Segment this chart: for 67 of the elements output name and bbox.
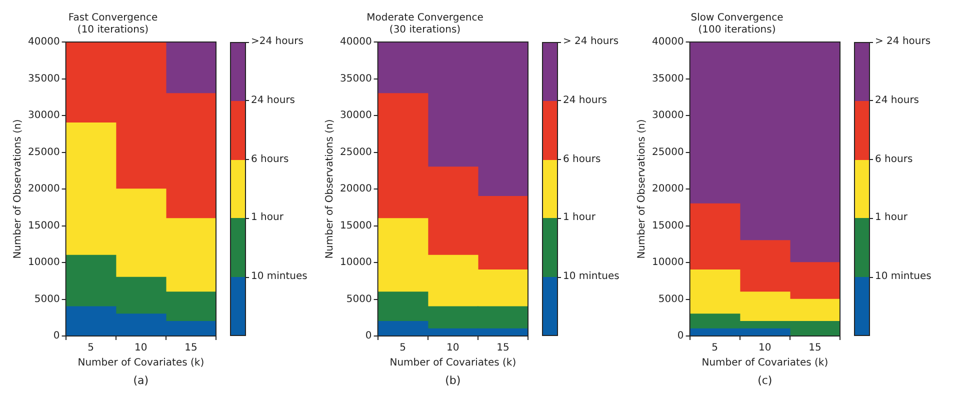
- y-tick-label: 0: [53, 330, 60, 342]
- y-tick-label: 15000: [28, 220, 60, 232]
- text: 10 mintues: [563, 270, 620, 284]
- y-tick-label: 5000: [34, 294, 60, 305]
- text: (c): [756, 374, 774, 387]
- y-tick-label: 20000: [340, 184, 372, 195]
- y-tick-label: 35000: [28, 73, 60, 84]
- y-tick-label: 25000: [340, 146, 372, 158]
- x-tick-label: 15: [496, 342, 510, 354]
- y-tick-label: 25000: [28, 146, 60, 158]
- x-tick-label: 15: [184, 342, 198, 354]
- chart-title: Moderate Convergence: [366, 12, 484, 24]
- text: (a): [132, 374, 150, 387]
- y-tick-label: 0: [365, 330, 372, 342]
- y-tick-label: 15000: [340, 220, 372, 232]
- x-tick-label: 10: [134, 342, 148, 354]
- x-tick-label: 5: [400, 342, 406, 354]
- y-tick-label: 25000: [652, 146, 684, 158]
- text: 1 hour: [875, 211, 908, 226]
- text: 24 hours: [251, 94, 296, 108]
- y-tick-label: 30000: [652, 110, 684, 122]
- y-tick-label: 40000: [652, 36, 684, 48]
- y-tick-label: 20000: [652, 184, 684, 195]
- y-tick-label: 35000: [340, 73, 372, 84]
- y-axis-title: Number of Observations (n): [636, 119, 648, 259]
- text: > 24 hours: [875, 35, 931, 49]
- chart-subtitle: (10 iterations): [77, 24, 149, 36]
- y-tick-label: 10000: [652, 257, 684, 268]
- text: > 24 hours: [563, 35, 619, 49]
- text: 24 hours: [875, 94, 920, 108]
- text: 10 mintues: [875, 270, 932, 284]
- text: 6 hours: [875, 152, 913, 167]
- x-tick-label: 5: [712, 342, 718, 354]
- y-tick-label: 0: [677, 330, 684, 342]
- text: 6 hours: [563, 152, 601, 167]
- y-tick-label: 40000: [28, 36, 60, 48]
- y-tick-label: 10000: [28, 257, 60, 268]
- x-tick-label: 15: [808, 342, 822, 354]
- chart-subtitle: (100 iterations): [698, 24, 776, 36]
- chart-title: Slow Convergence: [690, 12, 784, 24]
- x-tick-label: 5: [88, 342, 94, 354]
- text: 1 hour: [251, 211, 284, 226]
- x-axis-title: Number of Covariates (k): [390, 358, 516, 369]
- x-axis-title: Number of Covariates (k): [702, 358, 828, 369]
- y-tick-label: 35000: [652, 73, 684, 84]
- y-tick-label: 40000: [340, 36, 372, 48]
- text: 6 hours: [251, 152, 289, 167]
- text: 1 hour: [563, 211, 596, 226]
- y-tick-label: 10000: [340, 257, 372, 268]
- text: 10 mintues: [251, 270, 308, 284]
- x-tick-label: 10: [446, 342, 460, 354]
- y-tick-label: 20000: [28, 184, 60, 195]
- y-axis-title: Number of Observations (n): [12, 119, 24, 259]
- bar: [166, 42, 216, 94]
- y-tick-label: 5000: [346, 294, 372, 305]
- y-tick-label: 30000: [28, 110, 60, 122]
- text: (b): [444, 374, 462, 387]
- chart-subtitle: (30 iterations): [389, 24, 461, 36]
- text: 24 hours: [563, 94, 608, 108]
- y-tick-label: 5000: [658, 294, 684, 305]
- x-axis-title: Number of Covariates (k): [78, 358, 204, 369]
- y-axis-title: Number of Observations (n): [324, 119, 336, 259]
- chart-title: Fast Convergence: [68, 12, 158, 24]
- x-tick-label: 10: [758, 342, 772, 354]
- y-tick-label: 15000: [652, 220, 684, 232]
- text: >24 hours: [251, 35, 304, 49]
- y-tick-label: 30000: [340, 110, 372, 122]
